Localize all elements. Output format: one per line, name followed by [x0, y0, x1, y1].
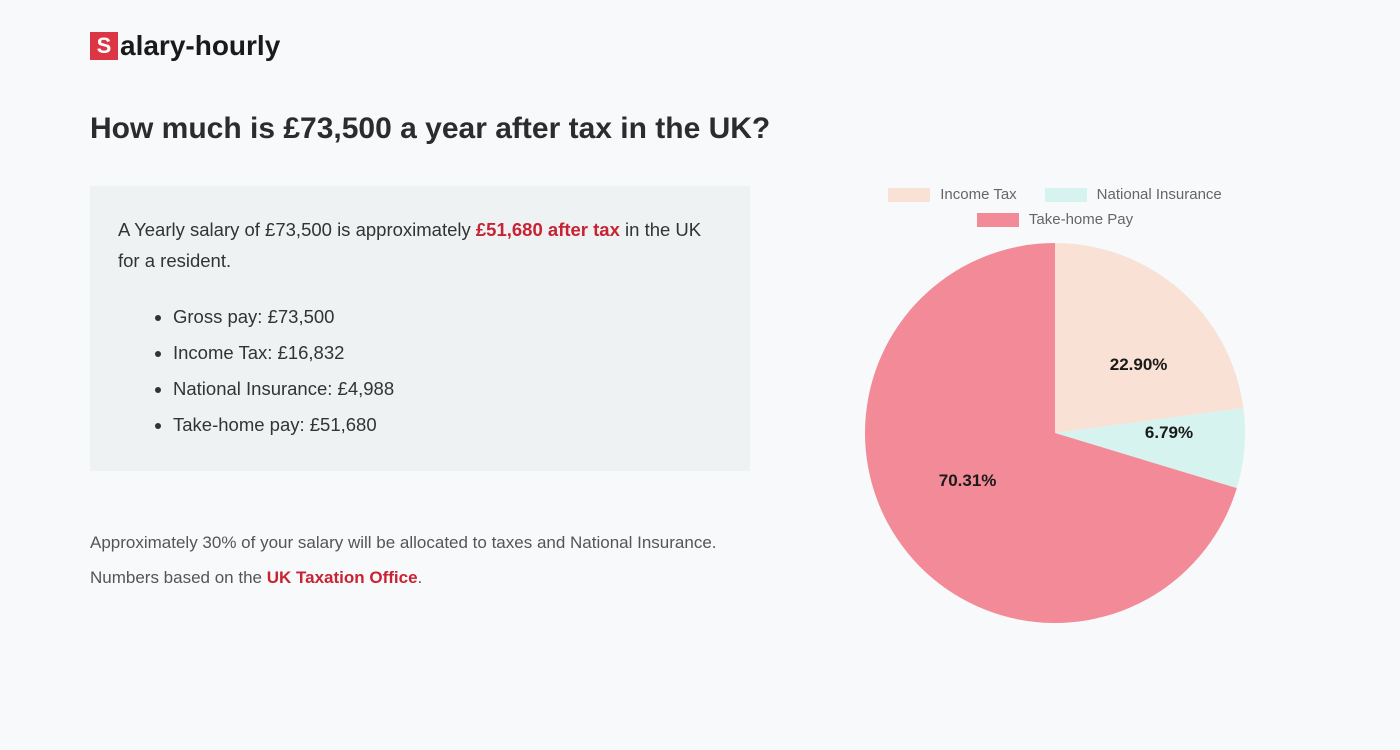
summary-pre: A Yearly salary of £73,500 is approximat… — [118, 219, 476, 240]
legend-label: Income Tax — [940, 186, 1016, 203]
summary-text: A Yearly salary of £73,500 is approximat… — [118, 214, 722, 277]
footer-line2-post: . — [418, 568, 423, 587]
slice-label: 22.90% — [1110, 355, 1168, 375]
slice-label: 70.31% — [939, 471, 997, 491]
logo-text: alary-hourly — [120, 30, 280, 62]
footer-line1: Approximately 30% of your salary will be… — [90, 533, 717, 552]
list-item: Income Tax: £16,832 — [173, 335, 722, 371]
legend-label: National Insurance — [1097, 186, 1222, 203]
list-item: National Insurance: £4,988 — [173, 371, 722, 407]
footer-line2-pre: Numbers based on the — [90, 568, 267, 587]
slice-label: 6.79% — [1145, 423, 1193, 443]
legend-item: Take-home Pay — [977, 211, 1133, 228]
info-summary-box: A Yearly salary of £73,500 is approximat… — [90, 186, 750, 471]
tax-office-link[interactable]: UK Taxation Office — [267, 568, 418, 587]
breakdown-list: Gross pay: £73,500 Income Tax: £16,832 N… — [118, 299, 722, 443]
list-item: Take-home pay: £51,680 — [173, 407, 722, 443]
legend-item: National Insurance — [1045, 186, 1222, 203]
legend-item: Income Tax — [888, 186, 1016, 203]
legend-label: Take-home Pay — [1029, 211, 1133, 228]
footer-text: Approximately 30% of your salary will be… — [90, 526, 750, 596]
summary-highlight: £51,680 after tax — [476, 219, 620, 240]
site-logo: Salary-hourly — [90, 30, 1310, 62]
legend-swatch — [1045, 188, 1087, 202]
pie-chart: 22.90% 6.79% 70.31% — [865, 243, 1245, 623]
page-title: How much is £73,500 a year after tax in … — [90, 112, 1310, 146]
legend-swatch — [888, 188, 930, 202]
logo-letter-box: S — [90, 32, 118, 60]
list-item: Gross pay: £73,500 — [173, 299, 722, 335]
legend-swatch — [977, 213, 1019, 227]
chart-legend: Income Tax National Insurance Take-home … — [840, 186, 1270, 228]
